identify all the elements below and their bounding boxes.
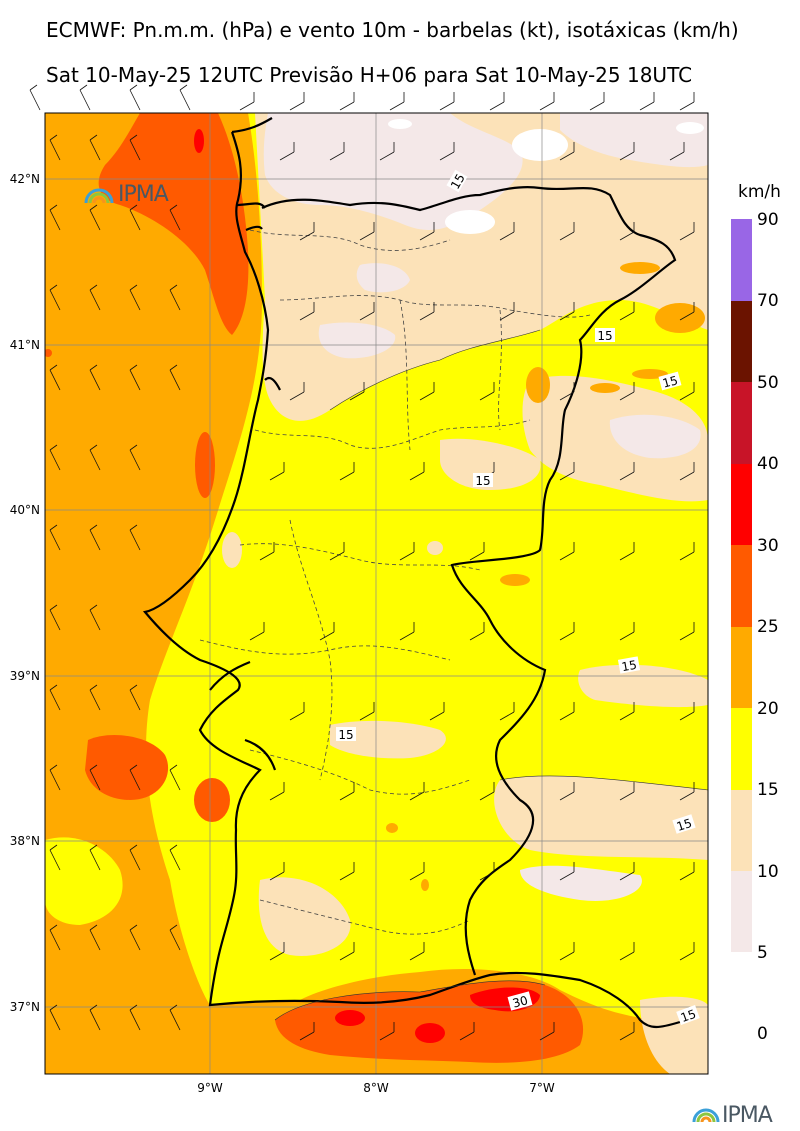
isotach-contours <box>274 329 708 1021</box>
colorbar-label: 20 <box>757 699 779 719</box>
colorbar-swatch <box>731 382 752 464</box>
colorbar-unit: km/h <box>738 182 781 202</box>
lon-label: 8°W <box>363 1081 389 1095</box>
contour-label: 15 <box>448 171 468 191</box>
lat-label: 42°N <box>10 172 40 186</box>
contour-label: 15 <box>661 373 679 390</box>
colorbar-swatch <box>731 627 752 708</box>
contour-label: 15 <box>475 474 490 488</box>
axis-labels: 42°N 41°N 40°N 39°N 38°N 37°N 9°W 8°W 7°… <box>10 172 555 1095</box>
colorbar-label: 50 <box>757 373 779 393</box>
contour-label: 15 <box>675 816 694 834</box>
lon-label: 9°W <box>197 1081 223 1095</box>
logo-text: IPMA <box>722 1103 773 1128</box>
colorbar-label: 70 <box>757 291 779 311</box>
contour-label: 15 <box>597 329 612 343</box>
lat-label: 41°N <box>10 338 40 352</box>
contour-label: 30 <box>511 993 529 1010</box>
colorbar-label: 5 <box>757 943 768 963</box>
lon-label: 7°W <box>529 1081 555 1095</box>
colorbar-label: 30 <box>757 536 779 556</box>
colorbar-label: 90 <box>757 210 779 230</box>
colorbar-swatch <box>731 219 752 301</box>
colorbar-swatch <box>731 464 752 545</box>
lat-label: 39°N <box>10 669 40 683</box>
graticule <box>45 113 708 1074</box>
logo-text: IPMA <box>118 182 169 207</box>
ipma-footer-logo: IPMA <box>692 1103 774 1128</box>
colorbar-label: 40 <box>757 454 779 474</box>
colorbar-label: 0 <box>757 1024 768 1044</box>
colorbar-swatch <box>731 301 752 382</box>
colorbar-swatch <box>731 545 752 627</box>
contour-label: 15 <box>620 658 637 674</box>
colorbar-swatch <box>731 871 752 952</box>
colorbar-swatch <box>731 708 752 790</box>
colorbar-label: 10 <box>757 862 779 882</box>
chart-subtitle: Sat 10-May-25 12UTC Previsão H+06 para S… <box>46 63 693 87</box>
lat-label: 37°N <box>10 1000 40 1014</box>
contour-label: 15 <box>679 1007 698 1025</box>
colorbar <box>731 219 752 952</box>
wind-barbs-top-row <box>29 84 695 111</box>
colorbar-swatch <box>731 790 752 871</box>
chart-title: ECMWF: Pn.m.m. (hPa) e vento 10m - barbe… <box>46 18 739 42</box>
ipma-logo: IPMA <box>84 182 170 207</box>
contour-label: 15 <box>338 728 353 742</box>
colorbar-label: 25 <box>757 617 779 637</box>
lat-label: 40°N <box>10 503 40 517</box>
contour-label-group: 15 15 15 15 15 15 15 15 30 <box>336 169 700 1025</box>
colorbar-label: 15 <box>757 780 779 800</box>
lat-label: 38°N <box>10 834 40 848</box>
map-frame <box>44 112 709 1075</box>
district-boundaries <box>199 229 591 935</box>
